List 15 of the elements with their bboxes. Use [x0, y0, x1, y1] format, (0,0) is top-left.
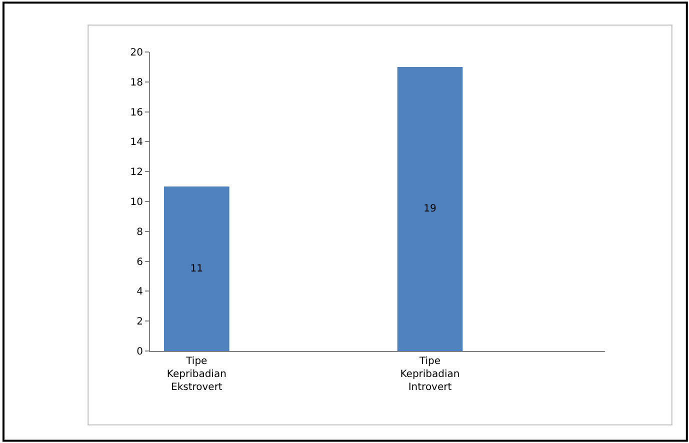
y-tick-label: 12	[130, 167, 143, 178]
x-tick-label: Tipe Kepribadian Ekstrovert	[166, 356, 226, 393]
y-tick-label: 14	[130, 137, 143, 148]
y-tick-label: 0	[136, 346, 143, 358]
y-tick-label: 20	[130, 48, 143, 58]
y-tick-label: 4	[136, 286, 143, 298]
data-label: 19	[424, 203, 436, 214]
y-tick-label: 16	[130, 107, 143, 118]
y-tick-label: 18	[130, 77, 143, 88]
y-tick-label: 8	[136, 226, 143, 238]
y-tick-label: 2	[136, 316, 143, 328]
x-tick-label: Tipe Kepribadian Introvert	[400, 356, 460, 393]
y-tick-label: 10	[130, 197, 143, 208]
y-tick-label: 6	[136, 256, 143, 268]
data-label: 11	[190, 263, 204, 274]
